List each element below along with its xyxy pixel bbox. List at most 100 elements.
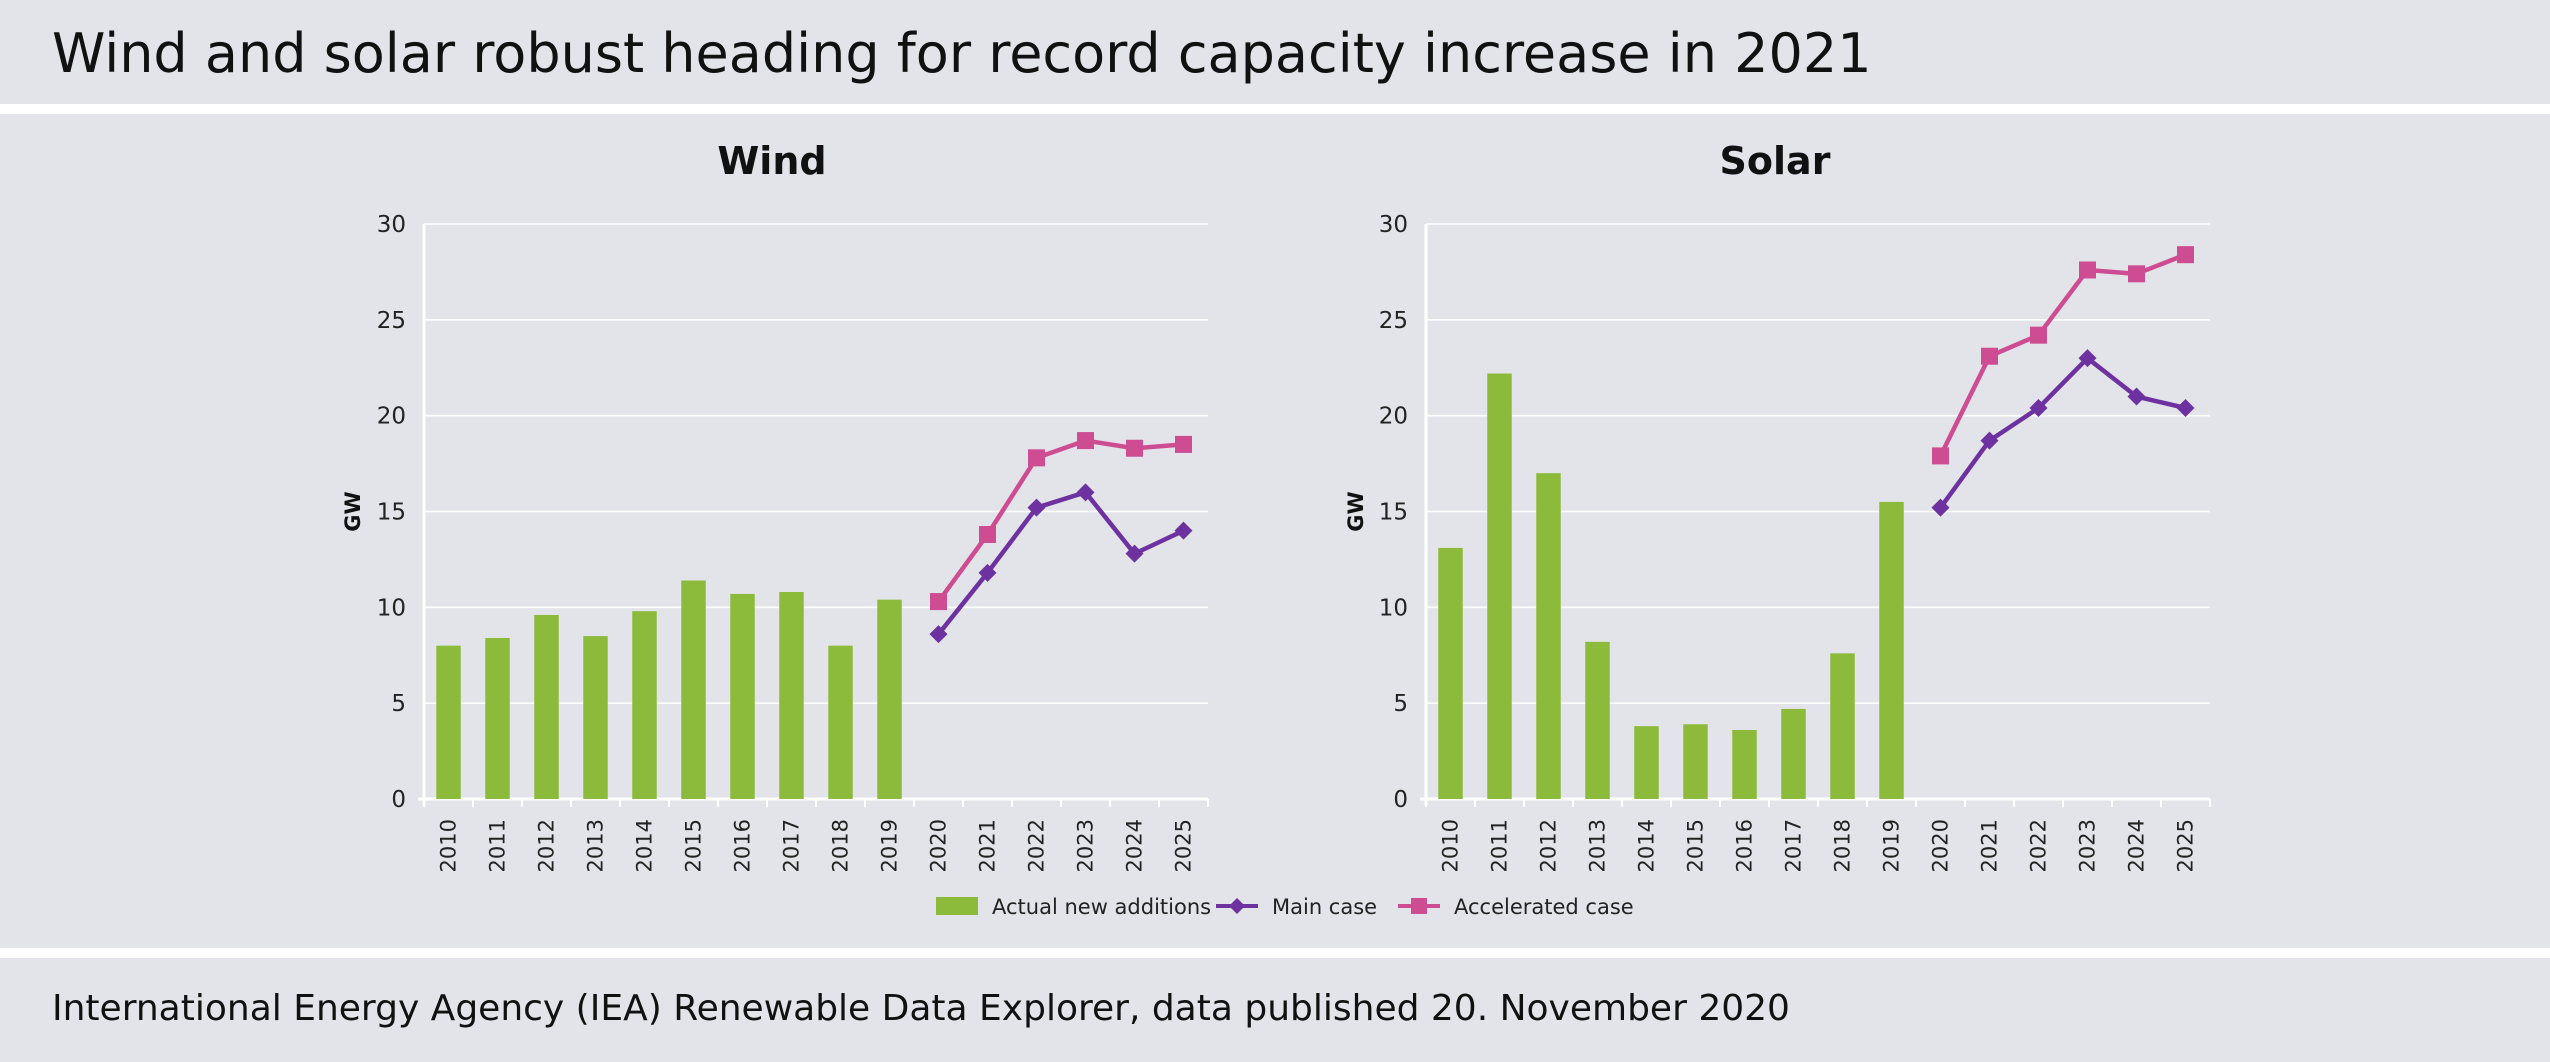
bar-actual-2013 xyxy=(583,636,608,799)
bar-actual-2011 xyxy=(485,638,510,799)
main-case-point-2020 xyxy=(929,625,948,644)
y-tick-label: 25 xyxy=(1379,308,1408,334)
main-case-point-2024 xyxy=(1125,544,1144,563)
bar-actual-2012 xyxy=(534,615,559,799)
y-tick-label: 30 xyxy=(377,212,406,238)
x-tick-label: 2024 xyxy=(2125,819,2149,872)
bar-actual-2016 xyxy=(1732,730,1757,799)
y-tick-label: 10 xyxy=(1379,595,1408,621)
accelerated-case-point-2024 xyxy=(1126,439,1143,457)
accelerated-case-point-2023 xyxy=(2079,261,2096,279)
accelerated-case-point-2023 xyxy=(1077,432,1094,450)
main-case-point-2022 xyxy=(1027,498,1046,517)
legend-marker-accelerated-case xyxy=(1411,898,1427,914)
accelerated-case-point-2022 xyxy=(1028,449,1045,467)
x-tick-label: 2015 xyxy=(1684,819,1708,872)
x-tick-label: 2010 xyxy=(1439,819,1463,872)
y-tick-label: 5 xyxy=(1393,691,1408,717)
x-tick-label: 2011 xyxy=(486,819,510,872)
bar-actual-2016 xyxy=(730,593,755,799)
chart-band: Wind 0 5 10 15 20 25 30 GW 2010 2011 2012 2013 2014 20… xyxy=(0,114,2550,948)
x-tick-label: 2023 xyxy=(1074,819,1098,872)
legend-label-actual-new-additions: Actual new additions xyxy=(992,895,1211,919)
y-tick-label: 5 xyxy=(391,691,406,717)
x-tick-label: 2011 xyxy=(1488,819,1512,872)
x-tick-label: 2014 xyxy=(633,819,657,872)
accelerated-case-point-2025 xyxy=(1175,435,1192,453)
legend-label-main-case: Main case xyxy=(1272,895,1377,919)
bar-actual-2018 xyxy=(828,645,853,799)
y-tick-label: 20 xyxy=(1379,404,1408,430)
main-case-point-2025 xyxy=(1174,521,1193,540)
bar-actual-2012 xyxy=(1536,473,1561,799)
x-tick-label: 2018 xyxy=(1831,819,1855,872)
legend: Actual new additions Main case Accelerated… xyxy=(936,895,1634,919)
y-tick-label: 30 xyxy=(1379,212,1408,238)
x-tick-label: 2019 xyxy=(1880,819,1904,872)
x-tick-label: 2022 xyxy=(1025,819,1049,872)
main-case-point-2023 xyxy=(2078,349,2097,368)
x-tick-label: 2020 xyxy=(1929,819,1953,872)
legend-marker-main-case xyxy=(1229,898,1245,914)
bar-actual-2013 xyxy=(1585,641,1610,799)
x-tick-label: 2012 xyxy=(1537,819,1561,872)
main-case-line xyxy=(936,490,1185,636)
legend-label-accelerated-case: Accelerated case xyxy=(1454,895,1634,919)
source-band: International Energy Agency (IEA) Renewa… xyxy=(0,958,2550,1062)
x-tick-label: 2012 xyxy=(535,819,559,872)
main-case-line xyxy=(1938,355,2187,509)
bar-actual-2018 xyxy=(1830,653,1855,799)
x-tick-label: 2021 xyxy=(976,819,1000,872)
main-case-point-2020 xyxy=(1931,498,1950,517)
main-case-point-2025 xyxy=(2176,399,2195,417)
bar-actual-2014 xyxy=(1634,726,1659,799)
x-tick-label: 2013 xyxy=(584,819,608,872)
x-tick-label: 2015 xyxy=(682,819,706,872)
y-tick-label: 15 xyxy=(377,500,406,526)
source-text: International Energy Agency (IEA) Renewa… xyxy=(52,988,1790,1029)
x-tick-label: 2018 xyxy=(829,819,853,872)
x-tick-label: 2025 xyxy=(2174,819,2198,872)
page-title: Wind and solar robust heading for record… xyxy=(52,22,1872,85)
x-tick-label: 2014 xyxy=(1635,819,1659,872)
bar-actual-2019 xyxy=(877,599,902,799)
y-tick-label: 20 xyxy=(377,404,406,430)
accelerated-case-point-2020 xyxy=(930,593,947,611)
x-tick-label: 2010 xyxy=(437,819,461,872)
x-tick-label: 2017 xyxy=(780,819,804,872)
accelerated-case-point-2025 xyxy=(2177,246,2194,264)
main-case-point-2021 xyxy=(1980,431,1999,450)
x-tick-label: 2025 xyxy=(1172,819,1196,872)
accelerated-case-line xyxy=(936,438,1184,603)
x-tick-label: 2024 xyxy=(1123,819,1147,872)
y-tick-label: 15 xyxy=(1379,500,1408,526)
bar-actual-2010 xyxy=(436,645,461,799)
y-axis-label: GW xyxy=(1344,491,1368,531)
bar-actual-2015 xyxy=(681,580,706,799)
x-tick-label: 2017 xyxy=(1782,819,1806,872)
accelerated-case-point-2020 xyxy=(1932,447,1949,465)
y-tick-label: 25 xyxy=(377,308,406,334)
main-case-point-2021 xyxy=(978,563,997,582)
x-tick-label: 2022 xyxy=(2027,819,2051,872)
bar-actual-2011 xyxy=(1487,373,1512,799)
main-case-point-2022 xyxy=(2029,399,2048,417)
bar-actual-2017 xyxy=(1781,708,1806,799)
x-tick-label: 2023 xyxy=(2076,819,2100,872)
accelerated-case-point-2022 xyxy=(2030,326,2047,344)
y-tick-label: 0 xyxy=(1393,787,1408,813)
x-tick-label: 2019 xyxy=(878,819,902,872)
y-tick-label: 10 xyxy=(377,595,406,621)
bar-actual-2019 xyxy=(1879,501,1904,799)
x-tick-label: 2016 xyxy=(1733,819,1757,872)
accelerated-case-point-2021 xyxy=(979,526,996,543)
accelerated-case-line xyxy=(1938,252,2187,457)
y-axis-label: GW xyxy=(341,491,365,531)
x-tick-label: 2016 xyxy=(731,819,755,872)
main-case-point-2024 xyxy=(2127,387,2146,406)
chart-title: Wind xyxy=(717,139,826,183)
bar-actual-2010 xyxy=(1438,547,1463,799)
main-case-point-2023 xyxy=(1076,483,1095,502)
chart-title: Solar xyxy=(1720,139,1831,183)
